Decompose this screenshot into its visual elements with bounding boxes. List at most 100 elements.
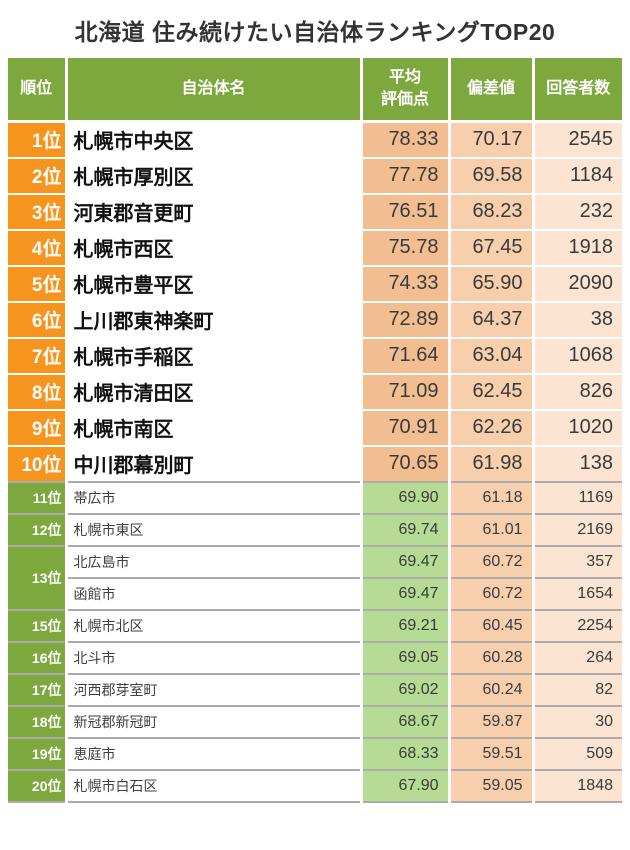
respondents-cell: 30 bbox=[533, 705, 622, 739]
rank-cell: 19位 bbox=[8, 737, 68, 771]
respondents-cell: 1169 bbox=[533, 481, 622, 515]
table-row: 6位 上川郡東神楽町 72.89 64.37 38 bbox=[8, 301, 622, 339]
respondents-cell: 2090 bbox=[533, 265, 622, 303]
table-row: 12位 札幌市東区 69.74 61.01 2169 bbox=[8, 513, 622, 547]
rank-cell: 4位 bbox=[8, 229, 68, 267]
rank-cell: 6位 bbox=[8, 301, 68, 339]
respondents-cell: 1848 bbox=[533, 769, 622, 803]
respondents-cell: 2169 bbox=[533, 513, 622, 547]
respondents-cell: 509 bbox=[533, 737, 622, 771]
table-row: 8位 札幌市清田区 71.09 62.45 826 bbox=[8, 373, 622, 411]
table-row: 15位 札幌市北区 69.21 60.45 2254 bbox=[8, 609, 622, 643]
avg-score-cell: 77.78 bbox=[361, 157, 451, 195]
table-row: 11位 帯広市 69.90 61.18 1169 bbox=[8, 481, 622, 515]
rank-cell: 1位 bbox=[8, 121, 68, 159]
deviation-cell: 60.72 bbox=[449, 577, 535, 611]
table-row: 7位 札幌市手稲区 71.64 63.04 1068 bbox=[8, 337, 622, 375]
respondents-cell: 1918 bbox=[533, 229, 622, 267]
table-row: 2位 札幌市厚別区 77.78 69.58 1184 bbox=[8, 157, 622, 195]
avg-score-cell: 69.02 bbox=[361, 673, 451, 707]
deviation-cell: 62.26 bbox=[449, 409, 535, 447]
respondents-cell: 2545 bbox=[533, 121, 622, 159]
header-row: 順位 自治体名 平均評価点 偏差値 回答者数 bbox=[8, 58, 622, 123]
avg-score-cell: 69.47 bbox=[361, 545, 451, 579]
table-row: 1位 札幌市中央区 78.33 70.17 2545 bbox=[8, 121, 622, 159]
header-municipality: 自治体名 bbox=[66, 58, 363, 123]
avg-score-cell: 68.67 bbox=[361, 705, 451, 739]
deviation-cell: 59.51 bbox=[449, 737, 535, 771]
avg-score-cell: 68.33 bbox=[361, 737, 451, 771]
respondents-cell: 82 bbox=[533, 673, 622, 707]
municipality-cell: 河東郡音更町 bbox=[66, 193, 363, 231]
respondents-cell: 357 bbox=[533, 545, 622, 579]
page: 北海道 住み続けたい自治体ランキングTOP20 順位 自治体名 平均評価点 偏差… bbox=[0, 13, 630, 803]
respondents-cell: 264 bbox=[533, 641, 622, 675]
deviation-cell: 59.05 bbox=[449, 769, 535, 803]
deviation-cell: 70.17 bbox=[449, 121, 535, 159]
header-rank: 順位 bbox=[8, 58, 68, 123]
avg-score-cell: 75.78 bbox=[361, 229, 451, 267]
table-row: 3位 河東郡音更町 76.51 68.23 232 bbox=[8, 193, 622, 231]
avg-score-cell: 69.05 bbox=[361, 641, 451, 675]
avg-score-cell: 69.47 bbox=[361, 577, 451, 611]
rank-cell: 18位 bbox=[8, 705, 68, 739]
deviation-cell: 63.04 bbox=[449, 337, 535, 375]
avg-score-cell: 74.33 bbox=[361, 265, 451, 303]
table-row: 13位 北広島市 69.47 60.72 357 bbox=[8, 545, 622, 611]
header-average-score-line1: 平均 bbox=[388, 68, 421, 86]
rank-cell: 12位 bbox=[8, 513, 68, 547]
deviation-cell: 68.23 bbox=[449, 193, 535, 231]
rank-cell: 15位 bbox=[8, 609, 68, 643]
municipality-cell: 札幌市清田区 bbox=[66, 373, 363, 411]
deviation-cell: 60.28 bbox=[449, 641, 535, 675]
table-header: 順位 自治体名 平均評価点 偏差値 回答者数 bbox=[8, 58, 622, 123]
deviation-cell: 61.18 bbox=[449, 481, 535, 515]
municipality-cell: 札幌市厚別区 bbox=[66, 157, 363, 195]
avg-score-cell: 71.64 bbox=[361, 337, 451, 375]
municipality-cell: 札幌市南区 bbox=[66, 409, 363, 447]
avg-score-cell: 69.74 bbox=[361, 513, 451, 547]
avg-score-cell: 69.90 bbox=[361, 481, 451, 515]
municipality-cell: 北広島市 bbox=[66, 545, 363, 579]
table-row: 4位 札幌市西区 75.78 67.45 1918 bbox=[8, 229, 622, 267]
avg-score-cell: 67.90 bbox=[361, 769, 451, 803]
deviation-cell: 60.45 bbox=[449, 609, 535, 643]
deviation-cell: 61.01 bbox=[449, 513, 535, 547]
rank-cell-merged-13: 13位 bbox=[8, 545, 68, 611]
header-respondents: 回答者数 bbox=[533, 58, 622, 123]
header-deviation: 偏差値 bbox=[449, 58, 535, 123]
table-row: 19位 恵庭市 68.33 59.51 509 bbox=[8, 737, 622, 771]
municipality-cell: 札幌市東区 bbox=[66, 513, 363, 547]
header-average-score: 平均 評価点 bbox=[361, 58, 451, 123]
municipality-cell: 札幌市豊平区 bbox=[66, 265, 363, 303]
municipality-cell: 札幌市手稲区 bbox=[66, 337, 363, 375]
rank-cell: 2位 bbox=[8, 157, 68, 195]
header-average-score-line2: 評価点 bbox=[380, 91, 429, 108]
municipality-cell: 河西郡芽室町 bbox=[66, 673, 363, 707]
table-row: 17位 河西郡芽室町 69.02 60.24 82 bbox=[8, 673, 622, 707]
deviation-cell: 67.45 bbox=[449, 229, 535, 267]
respondents-cell: 1654 bbox=[533, 577, 622, 611]
avg-score-cell: 69.21 bbox=[361, 609, 451, 643]
municipality-cell: 恵庭市 bbox=[66, 737, 363, 771]
rank-cell: 10位 bbox=[8, 445, 68, 483]
rank-cell: 9位 bbox=[8, 409, 68, 447]
rank-cell: 7位 bbox=[8, 337, 68, 375]
deviation-cell: 64.37 bbox=[449, 301, 535, 339]
avg-score-cell: 71.09 bbox=[361, 373, 451, 411]
avg-score-cell: 78.33 bbox=[361, 121, 451, 159]
top10-section: 1位 札幌市中央区 78.33 70.17 2545 2位 札幌市厚別区 77.… bbox=[8, 121, 622, 483]
municipality-cell: 新冠郡新冠町 bbox=[66, 705, 363, 739]
deviation-cell: 65.90 bbox=[449, 265, 535, 303]
avg-score-cell: 76.51 bbox=[361, 193, 451, 231]
respondents-cell: 38 bbox=[533, 301, 622, 339]
deviation-cell: 60.24 bbox=[449, 673, 535, 707]
table-row: 18位 新冠郡新冠町 68.67 59.87 30 bbox=[8, 705, 622, 739]
municipality-cell: 中川郡幕別町 bbox=[66, 445, 363, 483]
municipality-cell: 札幌市北区 bbox=[66, 609, 363, 643]
rank-cell: 17位 bbox=[8, 673, 68, 707]
page-title: 北海道 住み続けたい自治体ランキングTOP20 bbox=[74, 19, 556, 45]
table-row: 16位 北斗市 69.05 60.28 264 bbox=[8, 641, 622, 675]
deviation-cell: 60.72 bbox=[449, 545, 535, 579]
deviation-cell: 61.98 bbox=[449, 445, 535, 483]
